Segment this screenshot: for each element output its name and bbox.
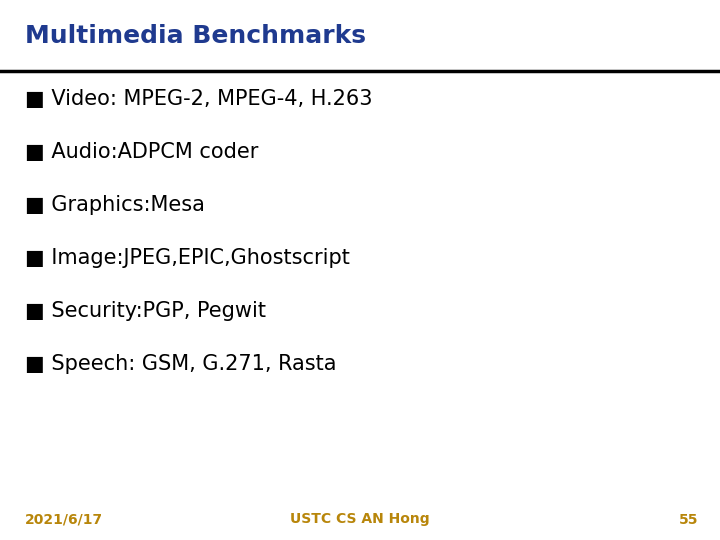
Text: ■ Speech: GSM, G.271, Rasta: ■ Speech: GSM, G.271, Rasta [25, 354, 337, 374]
Text: ■ Security:PGP, Pegwit: ■ Security:PGP, Pegwit [25, 301, 266, 321]
Text: USTC CS AN Hong: USTC CS AN Hong [290, 512, 430, 526]
Text: ■ Video: MPEG-2, MPEG-4, H.263: ■ Video: MPEG-2, MPEG-4, H.263 [25, 89, 373, 109]
Text: 2021/6/17: 2021/6/17 [25, 512, 104, 526]
Text: ■ Graphics:Mesa: ■ Graphics:Mesa [25, 195, 205, 215]
Text: ■ Image:JPEG,EPIC,Ghostscript: ■ Image:JPEG,EPIC,Ghostscript [25, 248, 350, 268]
Text: ■ Audio:ADPCM coder: ■ Audio:ADPCM coder [25, 142, 258, 162]
Text: 55: 55 [679, 512, 698, 526]
Text: Multimedia Benchmarks: Multimedia Benchmarks [25, 24, 366, 48]
